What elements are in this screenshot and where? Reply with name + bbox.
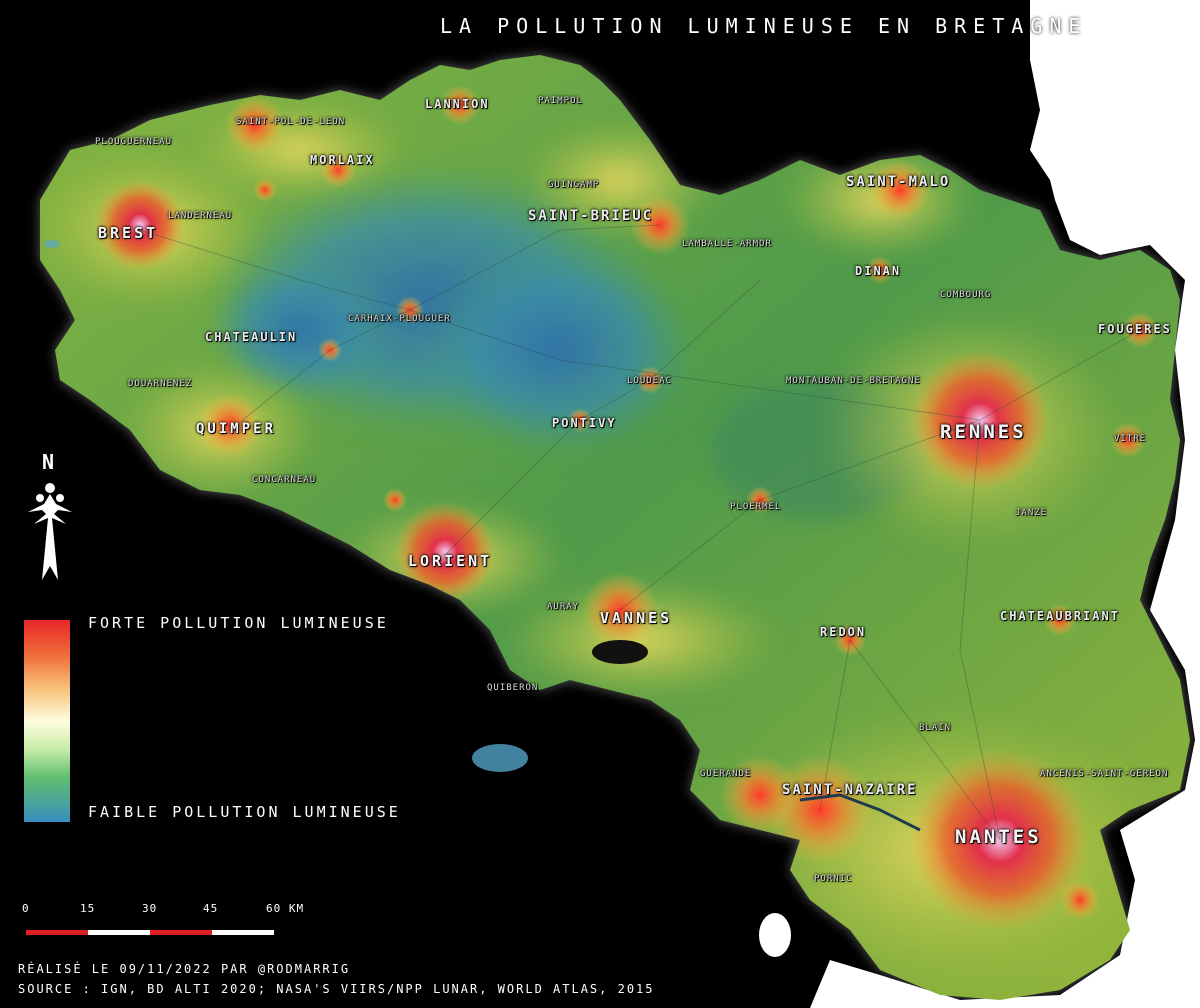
city-label-loudeac: LOUDEAC bbox=[627, 376, 672, 386]
city-label-ancenis: ANCENIS-SAINT-GEREON bbox=[1040, 769, 1169, 779]
legend-high-label: FORTE POLLUTION LUMINEUSE bbox=[88, 614, 389, 632]
france-landmass bbox=[810, 0, 1200, 1008]
scale-label-0: 0 bbox=[22, 902, 30, 915]
city-label-combourg: COMBOURG bbox=[940, 290, 992, 300]
city-label-lannion: LANNION bbox=[425, 97, 490, 111]
credit-author: RÉALISÉ LE 09/11/2022 PAR @RODMARRIG bbox=[18, 962, 351, 976]
city-label-vannes: VANNES bbox=[600, 609, 673, 627]
city-label-lamballe: LAMBALLE-ARMOR bbox=[682, 239, 772, 249]
belle-ile-island bbox=[472, 744, 528, 772]
city-label-saint-brieuc: SAINT-BRIEUC bbox=[528, 208, 654, 224]
scale-segment bbox=[88, 930, 150, 935]
scale-label-60: 60 KM bbox=[266, 902, 305, 915]
scale-segment bbox=[26, 930, 88, 935]
city-label-vitre: VITRE bbox=[1114, 434, 1147, 444]
city-label-nantes: NANTES bbox=[955, 826, 1042, 848]
city-label-saint-nazaire: SAINT-NAZAIRE bbox=[782, 782, 918, 798]
city-label-concarneau: CONCARNEAU bbox=[252, 475, 317, 485]
city-label-guerande: GUERANDE bbox=[700, 769, 752, 779]
legend-low-label: FAIBLE POLLUTION LUMINEUSE bbox=[88, 803, 401, 821]
ermine-north-arrow-icon bbox=[28, 483, 72, 580]
city-label-redon: REDON bbox=[820, 625, 867, 639]
scale-segment bbox=[212, 930, 274, 935]
scale-segment bbox=[150, 930, 212, 935]
city-label-plouguerneau: PLOUGUERNEAU bbox=[95, 137, 173, 147]
city-label-pontivy: PONTIVY bbox=[552, 416, 617, 430]
ouessant-island bbox=[44, 240, 60, 248]
city-label-quimper: QUIMPER bbox=[196, 421, 277, 437]
scale-label-15: 15 bbox=[80, 902, 96, 915]
city-label-saint-pol: SAINT-POL-DE-LEON bbox=[236, 117, 346, 127]
city-label-chateaulin: CHATEAULIN bbox=[205, 330, 298, 344]
noirmoutier-island bbox=[759, 913, 791, 957]
city-label-rennes: RENNES bbox=[940, 421, 1027, 443]
city-label-douarnenez: DOUARNENEZ bbox=[128, 379, 193, 389]
city-label-auray: AURAY bbox=[547, 602, 580, 612]
city-label-paimpol: PAIMPOL bbox=[538, 96, 583, 106]
city-label-dinan: DINAN bbox=[855, 264, 902, 278]
city-label-blain: BLAIN bbox=[919, 723, 952, 733]
city-label-chateaubriant: CHATEAUBRIANT bbox=[1000, 609, 1120, 623]
credit-source: SOURCE : IGN, BD ALTI 2020; NASA'S VIIRS… bbox=[18, 982, 655, 996]
city-label-quiberon: QUIBERON bbox=[487, 683, 539, 693]
city-label-fougeres: FOUGERES bbox=[1098, 322, 1172, 336]
city-label-brest: BREST bbox=[98, 224, 159, 242]
map-title: LA POLLUTION LUMINEUSE EN BRETAGNE bbox=[440, 14, 1088, 38]
city-label-montauban: MONTAUBAN-DE-BRETAGNE bbox=[786, 376, 921, 386]
city-label-janze: JANZE bbox=[1015, 508, 1048, 518]
city-label-guingamp: GUINGAMP bbox=[548, 180, 600, 190]
city-label-saint-malo: SAINT-MALO bbox=[846, 174, 951, 190]
scale-label-30: 30 bbox=[142, 902, 158, 915]
city-label-landerneau: LANDERNEAU bbox=[168, 211, 233, 221]
city-label-morlaix: MORLAIX bbox=[310, 153, 375, 167]
city-label-ploermel: PLOERMEL bbox=[730, 502, 782, 512]
city-label-pornic: PORNIC bbox=[814, 874, 853, 884]
scale-label-45: 45 bbox=[203, 902, 219, 915]
legend-color-bar bbox=[24, 620, 70, 822]
city-label-carhaix: CARHAIX-PLOUGUER bbox=[348, 314, 451, 324]
compass-north-label: N bbox=[42, 450, 55, 474]
city-label-lorient: LORIENT bbox=[408, 552, 493, 570]
